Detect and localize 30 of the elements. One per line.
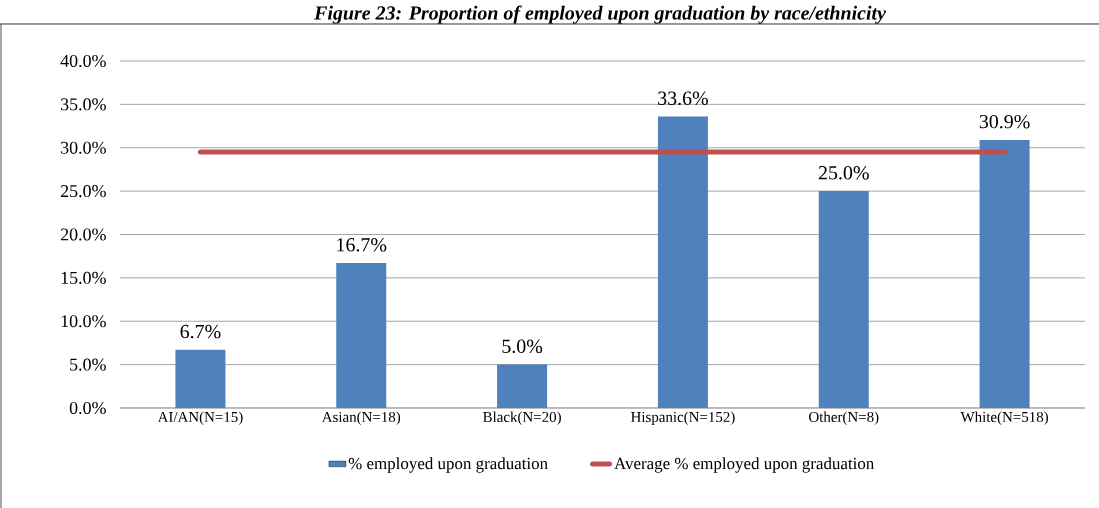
x-tick-label: Asian(N=18) [321,411,401,426]
y-tick-label: 25.0% [60,185,106,198]
y-tick-label: 35.0% [61,98,106,111]
y-tick-label: 40.0% [60,54,106,68]
bar [818,191,869,408]
data-label: 33.6% [658,91,708,105]
x-tick-label: White(N=518) [960,411,1048,426]
x-tick-label: Other(N=8) [809,411,879,426]
y-tick-label: 0.0% [69,401,106,415]
bar [497,364,548,408]
y-tick-label: 15.0% [61,271,106,284]
data-label: 6.7% [180,324,221,339]
bar [175,349,226,408]
y-tick-label: 5.0% [70,358,106,371]
y-tick-label: 10.0% [61,315,106,328]
data-label: 25.0% [818,166,869,180]
x-tick-label: Hispanic(N=152) [631,411,735,426]
x-tick-label: Black(N=20) [483,411,561,426]
data-label: 30.9% [979,114,1030,129]
legend-label: Average % employed upon graduation [614,457,875,473]
bar [979,139,1030,408]
data-label: 5.0% [502,339,543,354]
x-tick-label: AI/AN(N=15) [157,411,243,426]
y-tick-label: 20.0% [60,228,106,241]
chart-title: Figure 23: Proportion of employed upon graduation by race/ethnicity [314,5,886,24]
y-tick-label: 30.0% [61,141,106,154]
bar [657,116,708,408]
legend-label: % employed upon graduation [348,457,548,473]
bar [336,263,387,408]
data-label: 16.7% [337,238,387,252]
